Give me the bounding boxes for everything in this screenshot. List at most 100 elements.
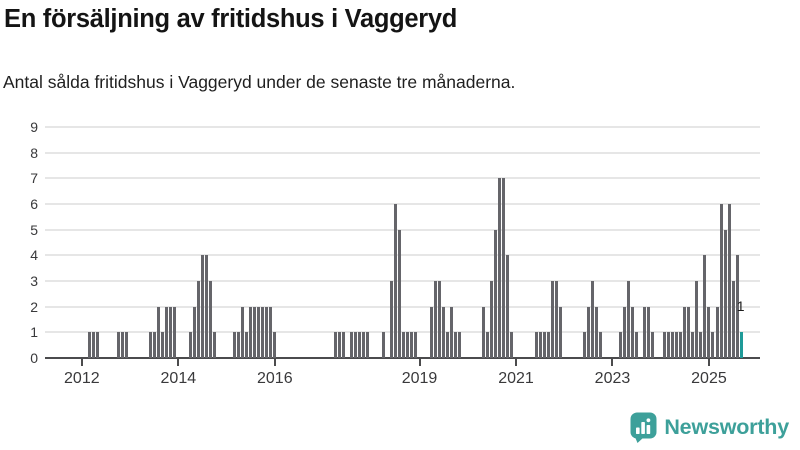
bar [213, 332, 216, 358]
bar [450, 306, 454, 358]
y-axis-tick-label: 7 [30, 170, 38, 187]
y-axis-tick-label: 9 [30, 119, 38, 135]
gridline [45, 151, 760, 154]
bar [482, 306, 486, 358]
bar [96, 332, 100, 358]
bar [409, 332, 413, 358]
chart-title: En försäljning av fritidshus i Vaggeryd [4, 5, 458, 33]
bar [627, 281, 631, 358]
newsworthy-wordmark: Newsworthy [664, 415, 789, 439]
x-axis-tick [515, 359, 517, 366]
bar [711, 332, 715, 358]
x-axis-tick [273, 359, 276, 366]
bar [257, 306, 261, 358]
bar [699, 332, 703, 358]
bar [341, 332, 345, 358]
bar [273, 332, 277, 358]
x-axis-tick-label: 2016 [257, 370, 293, 387]
bar [735, 255, 739, 358]
bar [554, 281, 558, 358]
highlighted-bar [739, 332, 743, 358]
bar [405, 332, 409, 358]
bar [731, 281, 735, 358]
bar [92, 332, 96, 358]
bar [204, 255, 208, 358]
bar [510, 332, 514, 358]
bar [333, 332, 337, 358]
bar [586, 306, 590, 358]
gridline [45, 254, 760, 257]
bar [683, 306, 687, 358]
x-axis-tick-label: 2014 [160, 370, 197, 387]
bar [679, 332, 683, 358]
y-axis-tick-label: 0 [30, 350, 38, 366]
bar [438, 281, 442, 358]
bar [156, 306, 160, 358]
newsworthy-logo-icon [630, 412, 657, 443]
bar [401, 332, 405, 358]
bar [261, 306, 265, 358]
x-axis-tick [418, 359, 421, 366]
y-axis-tick-label: 4 [30, 247, 38, 264]
bar [691, 332, 695, 358]
bar [381, 332, 385, 358]
bar [349, 332, 353, 358]
last-value-label: 1 [736, 298, 745, 315]
bar [715, 306, 719, 358]
bar [442, 306, 446, 358]
bar [542, 332, 546, 358]
bar [506, 255, 510, 358]
bar [675, 332, 679, 358]
chart-subtitle: Antal sålda fritidshus i Vaggeryd under … [3, 72, 516, 92]
bar [269, 306, 273, 358]
y-axis-tick-label: 8 [30, 144, 38, 161]
bar [663, 332, 667, 358]
bar [120, 332, 124, 358]
bar [414, 332, 417, 358]
bar [265, 306, 269, 358]
bar [582, 332, 586, 358]
gridline [45, 177, 760, 180]
gridline [45, 126, 760, 128]
bar [188, 332, 192, 358]
bar [671, 332, 675, 358]
gridline [45, 280, 760, 282]
bar [494, 229, 498, 358]
newsworthy-branding: Newsworthy [630, 412, 789, 443]
bar [723, 229, 727, 358]
x-axis-tick-label: 2019 [401, 370, 438, 387]
gridline [45, 203, 760, 205]
bar [365, 332, 369, 358]
bar [116, 332, 120, 358]
bar [337, 332, 341, 358]
bar [458, 332, 462, 358]
bar [389, 281, 393, 358]
y-axis-tick-label: 3 [30, 273, 38, 289]
bar [486, 332, 490, 358]
bar [160, 332, 164, 358]
bar [353, 332, 357, 358]
bar [687, 306, 691, 358]
bar [631, 306, 635, 358]
x-axis-line [45, 357, 760, 359]
x-axis-tick [80, 359, 83, 366]
bar [208, 281, 212, 358]
bar [249, 306, 253, 358]
bar [498, 178, 502, 358]
bar [546, 332, 550, 358]
gridline [45, 228, 760, 231]
x-axis-tick-label: 2012 [64, 370, 100, 387]
bar [719, 204, 723, 358]
bar [233, 332, 237, 358]
bar [434, 281, 438, 358]
bar [703, 255, 707, 358]
bar [172, 306, 176, 358]
bar [148, 332, 152, 358]
bar [590, 281, 594, 358]
bar [393, 204, 397, 358]
x-axis-tick [177, 359, 180, 366]
bar [667, 332, 671, 358]
bar [635, 332, 639, 358]
